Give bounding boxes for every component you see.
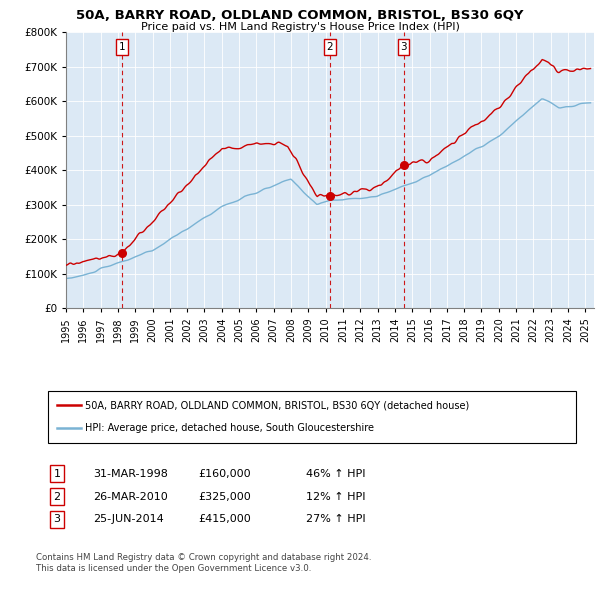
Text: 31-MAR-1998: 31-MAR-1998 — [93, 469, 168, 478]
Text: £325,000: £325,000 — [198, 492, 251, 502]
Text: Price paid vs. HM Land Registry's House Price Index (HPI): Price paid vs. HM Land Registry's House … — [140, 22, 460, 32]
Text: 27% ↑ HPI: 27% ↑ HPI — [306, 514, 365, 524]
Text: Contains HM Land Registry data © Crown copyright and database right 2024.: Contains HM Land Registry data © Crown c… — [36, 553, 371, 562]
Text: HPI: Average price, detached house, South Gloucestershire: HPI: Average price, detached house, Sout… — [85, 423, 374, 433]
Text: 46% ↑ HPI: 46% ↑ HPI — [306, 469, 365, 478]
Text: 26-MAR-2010: 26-MAR-2010 — [93, 492, 168, 502]
Text: 3: 3 — [53, 514, 61, 524]
Text: 50A, BARRY ROAD, OLDLAND COMMON, BRISTOL, BS30 6QY (detached house): 50A, BARRY ROAD, OLDLAND COMMON, BRISTOL… — [85, 400, 469, 410]
Text: 12% ↑ HPI: 12% ↑ HPI — [306, 492, 365, 502]
Text: £415,000: £415,000 — [198, 514, 251, 524]
Text: 2: 2 — [53, 492, 61, 502]
Text: £160,000: £160,000 — [198, 469, 251, 478]
Text: 25-JUN-2014: 25-JUN-2014 — [93, 514, 164, 524]
Text: 2: 2 — [326, 42, 334, 52]
Text: 1: 1 — [53, 469, 61, 478]
Text: 1: 1 — [119, 42, 125, 52]
Text: 50A, BARRY ROAD, OLDLAND COMMON, BRISTOL, BS30 6QY: 50A, BARRY ROAD, OLDLAND COMMON, BRISTOL… — [76, 9, 524, 22]
Text: This data is licensed under the Open Government Licence v3.0.: This data is licensed under the Open Gov… — [36, 565, 311, 573]
Text: 3: 3 — [400, 42, 407, 52]
